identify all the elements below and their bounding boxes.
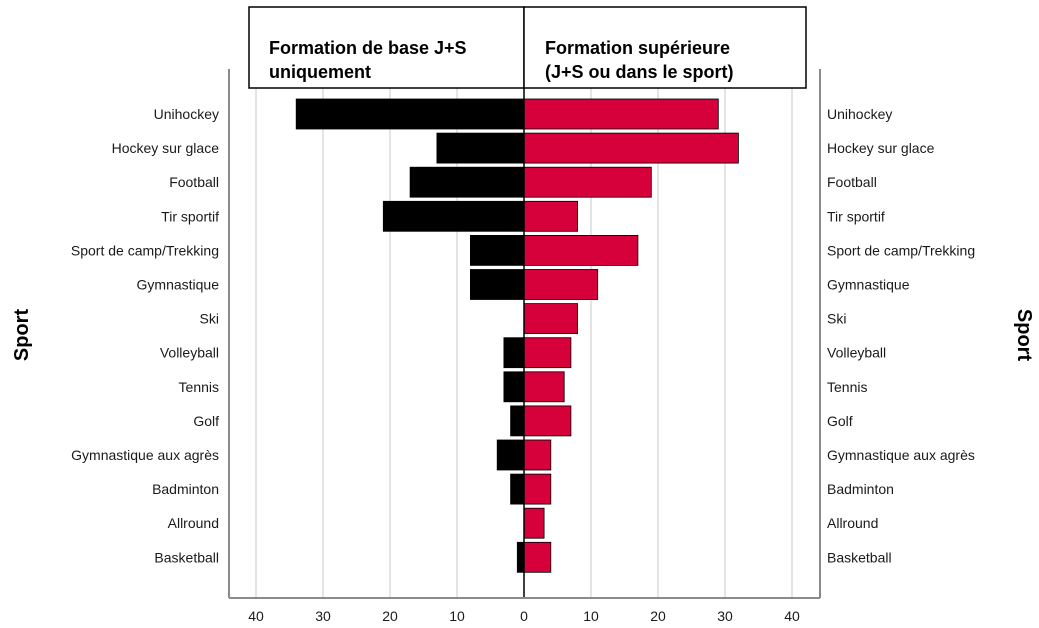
bar-right xyxy=(523,473,552,505)
category-label-left: Golf xyxy=(193,413,219,429)
category-label-right: Badminton xyxy=(827,481,894,497)
category-label-left: Unihockey xyxy=(154,106,219,122)
category-label-left: Allround xyxy=(168,515,219,531)
bar-right xyxy=(523,371,565,403)
category-label-right: Sport de camp/Trekking xyxy=(827,242,975,258)
category-label-left: Hockey sur glace xyxy=(112,140,220,156)
left-header-line-2: uniquement xyxy=(269,62,371,82)
category-label-left: Gymnastique aux agrès xyxy=(71,447,219,463)
bar-left xyxy=(496,439,525,471)
bar-right xyxy=(523,98,719,130)
category-label-right: Football xyxy=(827,174,877,190)
category-label-right: Allround xyxy=(827,515,878,531)
x-tick-label: 40 xyxy=(784,608,800,624)
bar-right xyxy=(523,269,599,300)
category-label-left: Badminton xyxy=(152,481,219,497)
bar-right xyxy=(523,200,578,232)
x-tick-label: 40 xyxy=(248,608,264,624)
left-axis-title: Sport xyxy=(11,309,33,362)
right-category-labels: Unihockey Hockey sur glace Football Tir spo… xyxy=(827,106,975,565)
category-label-right: Volleyball xyxy=(827,345,886,361)
bar-left xyxy=(503,371,525,403)
category-label-left: Volleyball xyxy=(160,345,219,361)
category-label-right: Gymnastique aux agrès xyxy=(827,447,975,463)
category-label-left: Football xyxy=(169,174,219,190)
bar-right xyxy=(523,166,652,198)
x-tick-label: 30 xyxy=(315,608,331,624)
bar-right xyxy=(523,541,552,573)
right-header-line-2: (J+S ou dans le sport) xyxy=(545,62,734,82)
x-tick-label: 10 xyxy=(449,608,465,624)
bar-left xyxy=(409,166,525,198)
bar-left xyxy=(436,132,525,164)
x-tick-label: 0 xyxy=(520,608,528,624)
category-label-left: Tennis xyxy=(179,379,219,395)
category-label-right: Unihockey xyxy=(827,106,892,122)
left-header-line-1: Formation de base J+S xyxy=(269,38,467,58)
bar-left xyxy=(510,405,525,437)
left-header-box xyxy=(248,6,525,89)
category-label-left: Basketball xyxy=(154,549,219,565)
bar-left xyxy=(382,200,525,232)
right-axis-title: Sport xyxy=(1013,309,1035,362)
bar-left xyxy=(469,234,525,266)
x-tick-label: 10 xyxy=(583,608,599,624)
category-label-left: Sport de camp/Trekking xyxy=(71,242,219,258)
right-header-line-1: Formation supérieure xyxy=(545,38,730,58)
category-label-right: Ski xyxy=(827,311,846,327)
left-category-labels: Unihockey Hockey sur glace Football Tir spo… xyxy=(71,106,219,565)
bar-left xyxy=(516,541,525,573)
x-tick-label: 30 xyxy=(717,608,733,624)
bar-right xyxy=(523,303,578,335)
x-tick-labels: 40 30 20 10 0 10 20 30 40 xyxy=(248,608,800,624)
axes xyxy=(228,69,821,599)
category-label-right: Golf xyxy=(827,413,853,429)
bar-left xyxy=(503,337,525,369)
bar-left xyxy=(469,269,525,300)
category-label-left: Ski xyxy=(200,311,219,327)
bar-right xyxy=(523,132,739,164)
category-label-right: Gymnastique xyxy=(827,277,910,293)
bar-left xyxy=(295,98,525,130)
category-label-right: Tir sportif xyxy=(827,208,885,224)
category-label-right: Tennis xyxy=(827,379,867,395)
bar-left xyxy=(510,473,525,505)
bar-right xyxy=(523,507,545,539)
bar-right xyxy=(523,439,552,471)
x-tick-label: 20 xyxy=(382,608,398,624)
bar-right xyxy=(523,234,639,266)
bar-right xyxy=(523,337,572,369)
right-header-box xyxy=(523,6,807,89)
category-label-left: Tir sportif xyxy=(161,208,219,224)
category-label-right: Hockey sur glace xyxy=(827,140,935,156)
left-series-bars xyxy=(295,98,525,573)
category-label-right: Basketball xyxy=(827,549,892,565)
x-tick-label: 20 xyxy=(650,608,666,624)
bar-right xyxy=(523,405,572,437)
right-series-bars xyxy=(523,98,739,573)
category-label-left: Gymnastique xyxy=(137,277,220,293)
